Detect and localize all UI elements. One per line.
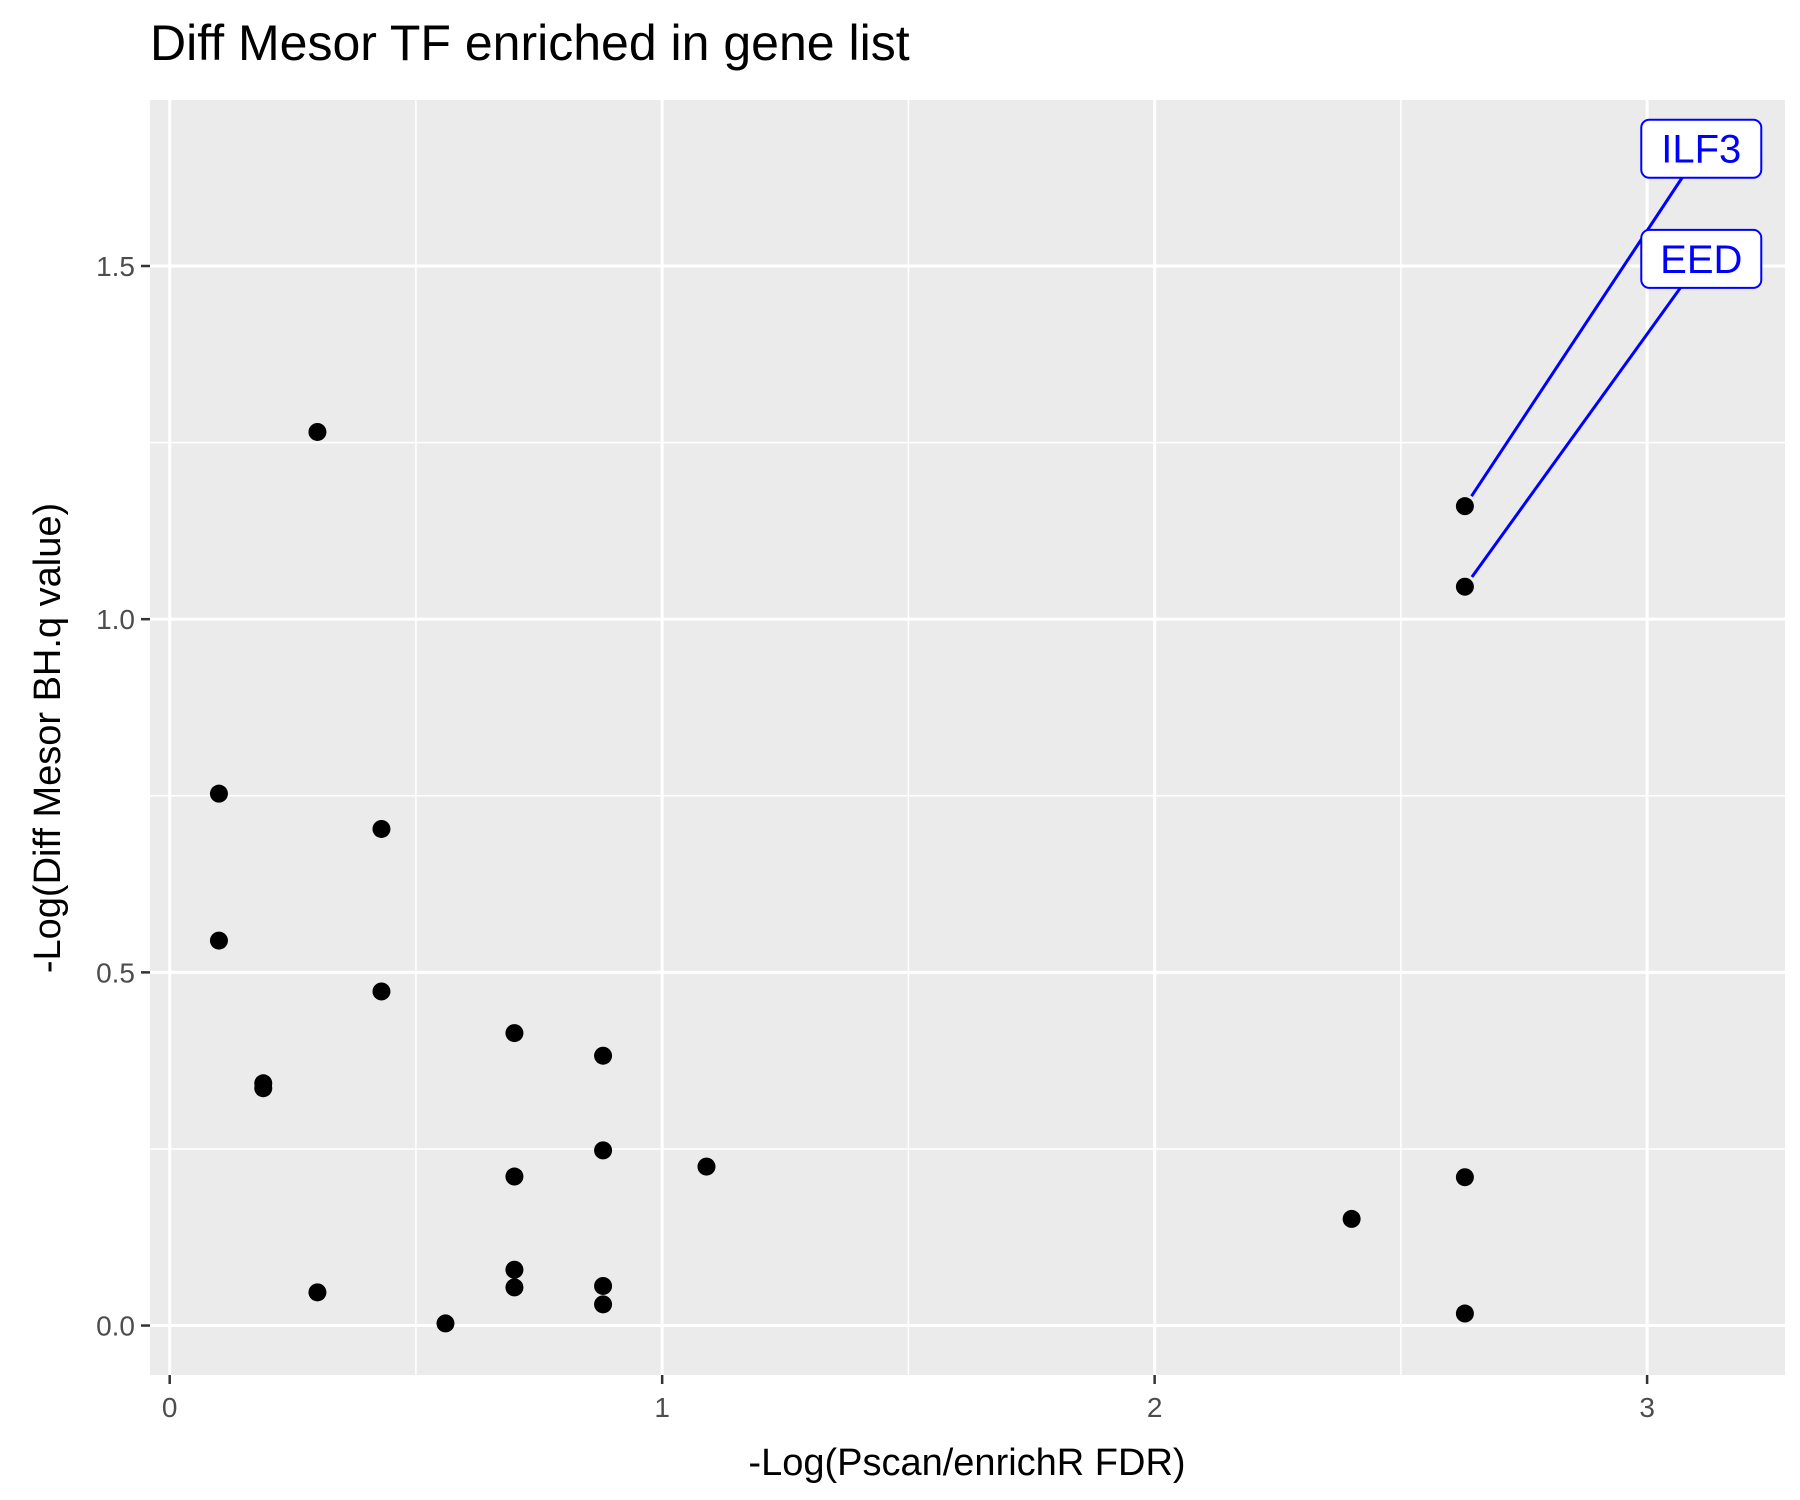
axis-ticks: [141, 264, 1649, 1384]
data-point: [697, 1157, 716, 1176]
major-gridlines: [150, 100, 1785, 1375]
data-points: [209, 422, 1474, 1333]
x-tick-label: 1: [654, 1392, 670, 1423]
data-point: [505, 1024, 524, 1043]
y-tick-label: 1.0: [96, 604, 135, 635]
data-point: [505, 1167, 524, 1186]
data-point: [308, 1283, 327, 1302]
data-point: [209, 784, 228, 803]
point-label-text: EED: [1660, 238, 1742, 282]
minor-gridlines: [150, 100, 1785, 1375]
x-tick-label: 3: [1639, 1392, 1655, 1423]
data-point: [594, 1141, 613, 1160]
data-point: [308, 422, 327, 441]
data-point: [254, 1079, 273, 1098]
point-label-text: ILF3: [1661, 128, 1741, 172]
data-point: [594, 1276, 613, 1295]
x-axis-title: -Log(Pscan/enrichR FDR): [748, 1442, 1185, 1484]
leader-line: [1470, 287, 1682, 578]
data-point: [1342, 1209, 1361, 1228]
data-point: [1455, 1304, 1474, 1323]
y-tick-label: 0.5: [96, 957, 135, 988]
data-point: [372, 819, 391, 838]
data-point: [1455, 1168, 1474, 1187]
point-label-box: [1640, 118, 1763, 179]
data-point: [505, 1278, 524, 1297]
data-point: [1455, 577, 1474, 596]
chart-title: Diff Mesor TF enriched in gene list: [150, 15, 910, 71]
x-tick-label: 2: [1147, 1392, 1163, 1423]
y-axis-title: -Log(Diff Mesor BH.q value): [27, 503, 69, 973]
data-point: [594, 1046, 613, 1065]
data-point: [594, 1295, 613, 1314]
tick-labels: 0 1 2 3 0.0 0.5 1.0 1.5: [96, 251, 1655, 1423]
point-label-box: [1640, 228, 1763, 289]
data-point: [505, 1260, 524, 1279]
point-labels: ILF3 EED: [1640, 118, 1763, 289]
data-point: [1455, 497, 1474, 516]
y-tick-label: 0.0: [96, 1311, 135, 1342]
x-tick-label: 0: [162, 1392, 178, 1423]
y-tick-label: 1.5: [96, 251, 135, 282]
plot-panel: [150, 100, 1785, 1375]
data-point: [209, 931, 228, 950]
data-point: [372, 982, 391, 1001]
data-point: [436, 1314, 455, 1333]
